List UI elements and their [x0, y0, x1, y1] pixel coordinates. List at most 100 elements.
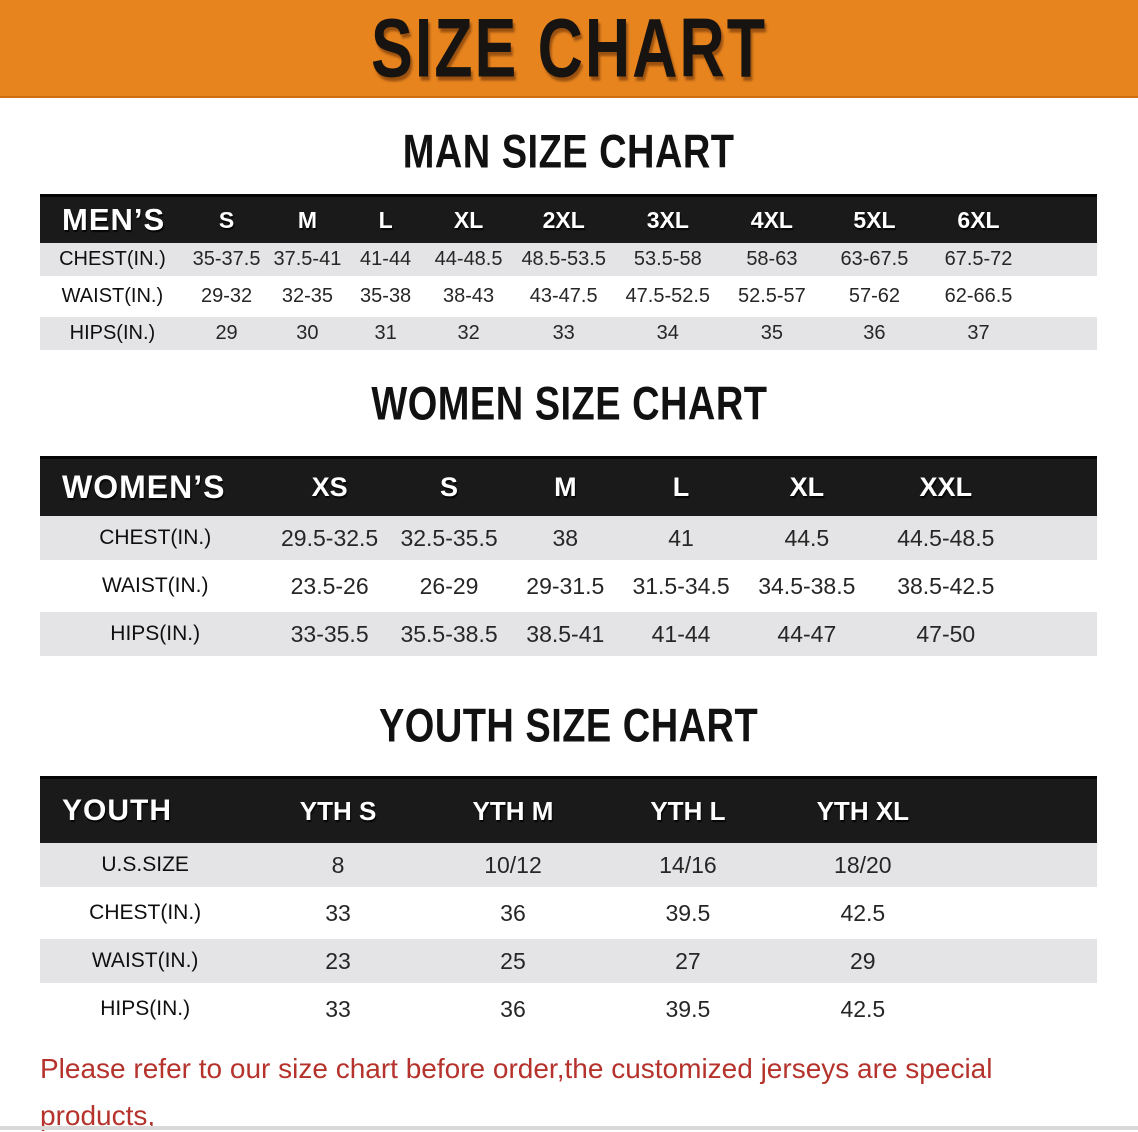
measurement-row: WAIST(IN.) 23 25 27 29 [40, 939, 1097, 987]
header-spacer-cell [1018, 456, 1097, 516]
row-label-cell: HIPS(IN.) [40, 317, 185, 354]
row-spacer-cell [950, 939, 1097, 987]
value-cell: 33 [250, 891, 426, 939]
value-cell: 43-47.5 [512, 280, 615, 317]
value-cell: 14/16 [600, 843, 776, 891]
size-column-header: 6XL [925, 194, 1032, 243]
value-cell: 32-35 [268, 280, 347, 317]
value-cell: 31.5-34.5 [621, 564, 741, 612]
row-spacer-cell [950, 891, 1097, 939]
women-section-heading-text: WOMEN SIZE CHART [370, 378, 768, 430]
size-column-header: 3XL [614, 194, 721, 243]
value-cell: 36 [425, 891, 601, 939]
table-title-cell: YOUTH [40, 776, 251, 843]
size-column-header: XL [424, 194, 513, 243]
value-cell: 52.5-57 [720, 280, 824, 317]
size-column-header: M [509, 456, 622, 516]
value-cell: 41 [621, 516, 741, 564]
measurement-row: CHEST(IN.) 33 36 39.5 42.5 [40, 891, 1097, 939]
value-cell: 36 [823, 317, 926, 354]
women-size-table: WOMEN’S XS S M L XL XXL CHEST(IN.) 29.5-32.5 32.5… [40, 456, 1097, 660]
man-section-heading: MAN SIZE CHART [0, 126, 1138, 178]
man-section-heading-text: MAN SIZE CHART [403, 126, 735, 178]
row-spacer-cell [1031, 317, 1097, 354]
value-cell: 41-44 [346, 243, 425, 280]
value-cell: 26-29 [388, 564, 510, 612]
size-column-header: XL [740, 456, 873, 516]
value-cell: 29 [775, 939, 951, 987]
table-header-row: YOUTH YTH S YTH M YTH L YTH XL [40, 776, 1097, 843]
value-cell: 44.5-48.5 [872, 516, 1019, 564]
header-spacer-cell [1031, 194, 1097, 243]
value-cell: 62-66.5 [925, 280, 1032, 317]
value-cell: 57-62 [823, 280, 926, 317]
measurement-row: U.S.SIZE 8 10/12 14/16 18/20 [40, 843, 1097, 891]
measurement-row: HIPS(IN.) 33 36 39.5 42.5 [40, 987, 1097, 1035]
value-cell: 8 [250, 843, 426, 891]
men-size-table: MEN’S S M L XL 2XL 3XL 4XL 5XL 6XL CHEST(IN.) 35-37… [40, 194, 1097, 354]
row-spacer-cell [1018, 564, 1097, 612]
table-header-row: WOMEN’S XS S M L XL XXL [40, 456, 1097, 516]
value-cell: 30 [268, 317, 347, 354]
row-label-cell: HIPS(IN.) [40, 987, 251, 1035]
size-column-header: XXL [872, 456, 1019, 516]
value-cell: 38 [509, 516, 622, 564]
value-cell: 23 [250, 939, 426, 987]
value-cell: 44.5 [740, 516, 873, 564]
value-cell: 18/20 [775, 843, 951, 891]
size-column-header: 5XL [823, 194, 926, 243]
measurement-row: CHEST(IN.) 29.5-32.5 32.5-35.5 38 41 44.5 44.5… [40, 516, 1097, 564]
value-cell: 35-37.5 [184, 243, 269, 280]
banner-title: SIZE CHART [371, 1, 767, 95]
value-cell: 38.5-41 [509, 612, 622, 660]
value-cell: 41-44 [621, 612, 741, 660]
size-column-header: 4XL [720, 194, 824, 243]
youth-size-table: YOUTH YTH S YTH M YTH L YTH XL U.S.SIZE 8 10/12… [40, 776, 1097, 1035]
size-column-header: 2XL [512, 194, 615, 243]
row-spacer-cell [950, 843, 1097, 891]
value-cell: 29.5-32.5 [270, 516, 389, 564]
value-cell: 47.5-52.5 [614, 280, 721, 317]
table-header-row: MEN’S S M L XL 2XL 3XL 4XL 5XL 6XL [40, 194, 1097, 243]
value-cell: 37 [925, 317, 1032, 354]
value-cell: 33 [512, 317, 615, 354]
size-column-header: YTH L [600, 776, 776, 843]
value-cell: 34.5-38.5 [740, 564, 873, 612]
value-cell: 34 [614, 317, 721, 354]
size-column-header: M [268, 194, 347, 243]
value-cell: 36 [425, 987, 601, 1035]
measurement-row: HIPS(IN.) 29 30 31 32 33 34 35 36 37 [40, 317, 1097, 354]
bottom-edge-strip [0, 1126, 1138, 1130]
value-cell: 32.5-35.5 [388, 516, 510, 564]
value-cell: 39.5 [600, 891, 776, 939]
row-label-cell: WAIST(IN.) [40, 939, 251, 987]
row-spacer-cell [1018, 516, 1097, 564]
value-cell: 31 [346, 317, 425, 354]
value-cell: 67.5-72 [925, 243, 1032, 280]
size-column-header: S [184, 194, 269, 243]
row-label-cell: WAIST(IN.) [40, 564, 271, 612]
row-spacer-cell [1031, 280, 1097, 317]
value-cell: 25 [425, 939, 601, 987]
value-cell: 35-38 [346, 280, 425, 317]
measurement-row: CHEST(IN.) 35-37.5 37.5-41 41-44 44-48.5 48.5… [40, 243, 1097, 280]
row-label-cell: CHEST(IN.) [40, 516, 271, 564]
row-spacer-cell [950, 987, 1097, 1035]
value-cell: 58-63 [720, 243, 824, 280]
row-label-cell: CHEST(IN.) [40, 243, 185, 280]
size-chart-banner: SIZE CHART [0, 0, 1138, 98]
value-cell: 10/12 [425, 843, 601, 891]
value-cell: 42.5 [775, 891, 951, 939]
size-column-header: XS [270, 456, 389, 516]
measurement-row: WAIST(IN.) 23.5-26 26-29 29-31.5 31.5-34.5 34… [40, 564, 1097, 612]
value-cell: 37.5-41 [268, 243, 347, 280]
size-column-header: L [346, 194, 425, 243]
value-cell: 33-35.5 [270, 612, 389, 660]
value-cell: 32 [424, 317, 513, 354]
row-spacer-cell [1031, 243, 1097, 280]
value-cell: 23.5-26 [270, 564, 389, 612]
value-cell: 33 [250, 987, 426, 1035]
size-column-header: YTH XL [775, 776, 951, 843]
value-cell: 42.5 [775, 987, 951, 1035]
measurement-row: HIPS(IN.) 33-35.5 35.5-38.5 38.5-41 41-44 44-… [40, 612, 1097, 660]
